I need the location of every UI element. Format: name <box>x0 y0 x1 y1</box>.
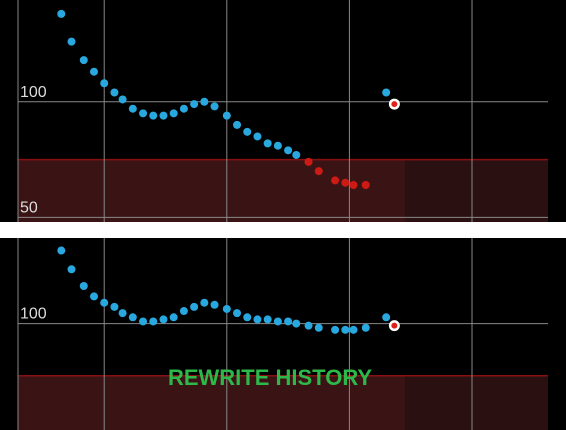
reading <box>233 120 242 129</box>
reading <box>304 157 313 166</box>
reading <box>210 300 219 309</box>
reading <box>349 181 358 189</box>
reading <box>110 88 119 97</box>
reading <box>169 109 178 118</box>
reading <box>79 282 88 290</box>
reading <box>169 313 178 322</box>
reading <box>341 178 350 187</box>
reading <box>67 265 76 274</box>
reading <box>159 315 168 324</box>
reading <box>100 79 109 88</box>
reading <box>314 167 323 176</box>
reading <box>253 132 262 141</box>
reading <box>292 319 301 328</box>
reading <box>331 176 340 185</box>
reading <box>190 302 199 311</box>
reading <box>139 317 148 326</box>
reading <box>361 181 370 189</box>
reading <box>118 95 127 104</box>
reading <box>273 317 282 326</box>
reading <box>210 102 219 111</box>
y-tick-label: 100 <box>20 84 47 101</box>
reading <box>67 37 76 46</box>
reading <box>110 302 119 311</box>
calibration-dot <box>391 101 398 108</box>
reading <box>100 298 109 307</box>
reading <box>292 150 301 159</box>
reading <box>273 141 282 150</box>
reading <box>263 139 272 148</box>
reading <box>118 309 127 318</box>
reading <box>349 325 358 334</box>
calibration-dot <box>391 322 398 329</box>
reading <box>233 309 242 318</box>
reading <box>128 104 137 113</box>
reading <box>341 325 350 334</box>
reading <box>200 97 209 106</box>
reading <box>243 127 252 136</box>
overlay-button-text: REWRITE HISTORY <box>168 365 372 390</box>
reading <box>243 313 252 322</box>
reading <box>253 315 262 324</box>
reading <box>57 9 66 18</box>
reading <box>179 307 188 316</box>
reading <box>190 100 199 109</box>
reading <box>263 315 272 324</box>
reading <box>382 88 391 97</box>
reading <box>314 323 323 332</box>
reading <box>128 313 137 322</box>
future-zone <box>405 375 548 430</box>
reading <box>200 298 209 307</box>
reading <box>79 56 88 65</box>
reading <box>304 321 313 330</box>
reading <box>159 111 168 120</box>
reading <box>222 304 231 313</box>
reading <box>179 104 188 113</box>
reading <box>382 313 391 322</box>
reading <box>222 111 231 120</box>
reading <box>331 325 340 334</box>
reading <box>149 111 158 120</box>
y-tick-label: 50 <box>20 199 38 216</box>
reading <box>284 146 293 155</box>
reading <box>89 67 98 76</box>
reading <box>149 317 158 326</box>
reading <box>139 109 148 118</box>
reading <box>57 246 66 255</box>
y-tick-label: 100 <box>20 306 47 323</box>
reading <box>89 292 98 301</box>
future-zone <box>405 159 548 222</box>
reading <box>361 323 370 332</box>
reading <box>284 317 293 326</box>
